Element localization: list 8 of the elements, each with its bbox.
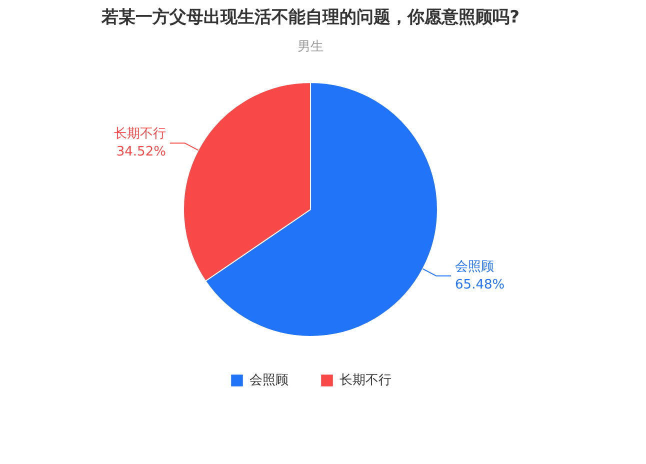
slice-label: 长期不行 [114,126,166,142]
data-label: 65.48% [455,277,505,292]
chart-title: 若某一方父母出现生活不能自理的问题，你愿意照顾吗? [100,8,520,28]
chart-subtitle: 男生 [298,40,324,54]
data-label: 34.52% [116,144,166,160]
legend-label: 长期不行 [340,372,392,389]
slice-label: 会照顾 [455,259,494,274]
legend-label: 会照顾 [250,372,288,389]
